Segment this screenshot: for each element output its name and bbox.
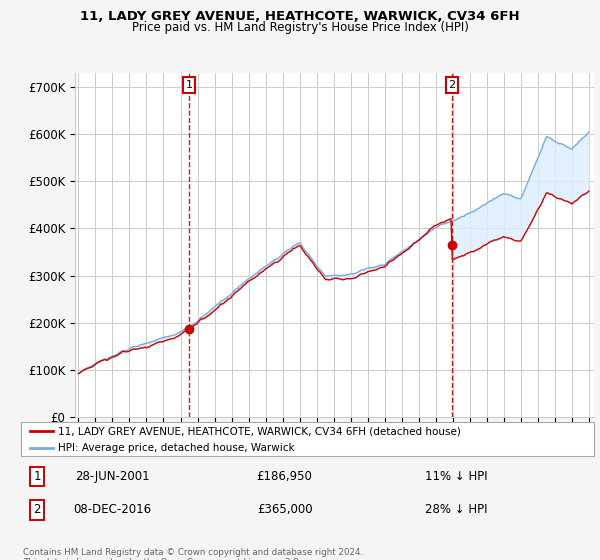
Text: £186,950: £186,950 xyxy=(257,470,313,483)
Text: 08-DEC-2016: 08-DEC-2016 xyxy=(74,503,152,516)
Text: 28-JUN-2001: 28-JUN-2001 xyxy=(76,470,150,483)
Text: 11, LADY GREY AVENUE, HEATHCOTE, WARWICK, CV34 6FH (detached house): 11, LADY GREY AVENUE, HEATHCOTE, WARWICK… xyxy=(58,426,461,436)
Text: 2: 2 xyxy=(448,80,455,90)
Text: 2: 2 xyxy=(33,503,41,516)
Text: Price paid vs. HM Land Registry's House Price Index (HPI): Price paid vs. HM Land Registry's House … xyxy=(131,21,469,34)
Text: 1: 1 xyxy=(33,470,41,483)
Text: 11% ↓ HPI: 11% ↓ HPI xyxy=(425,470,488,483)
Text: Contains HM Land Registry data © Crown copyright and database right 2024.
This d: Contains HM Land Registry data © Crown c… xyxy=(23,548,363,560)
Text: 11, LADY GREY AVENUE, HEATHCOTE, WARWICK, CV34 6FH: 11, LADY GREY AVENUE, HEATHCOTE, WARWICK… xyxy=(80,10,520,23)
Text: HPI: Average price, detached house, Warwick: HPI: Average price, detached house, Warw… xyxy=(58,443,295,452)
Text: 1: 1 xyxy=(185,80,193,90)
Text: £365,000: £365,000 xyxy=(257,503,313,516)
Text: 28% ↓ HPI: 28% ↓ HPI xyxy=(425,503,488,516)
